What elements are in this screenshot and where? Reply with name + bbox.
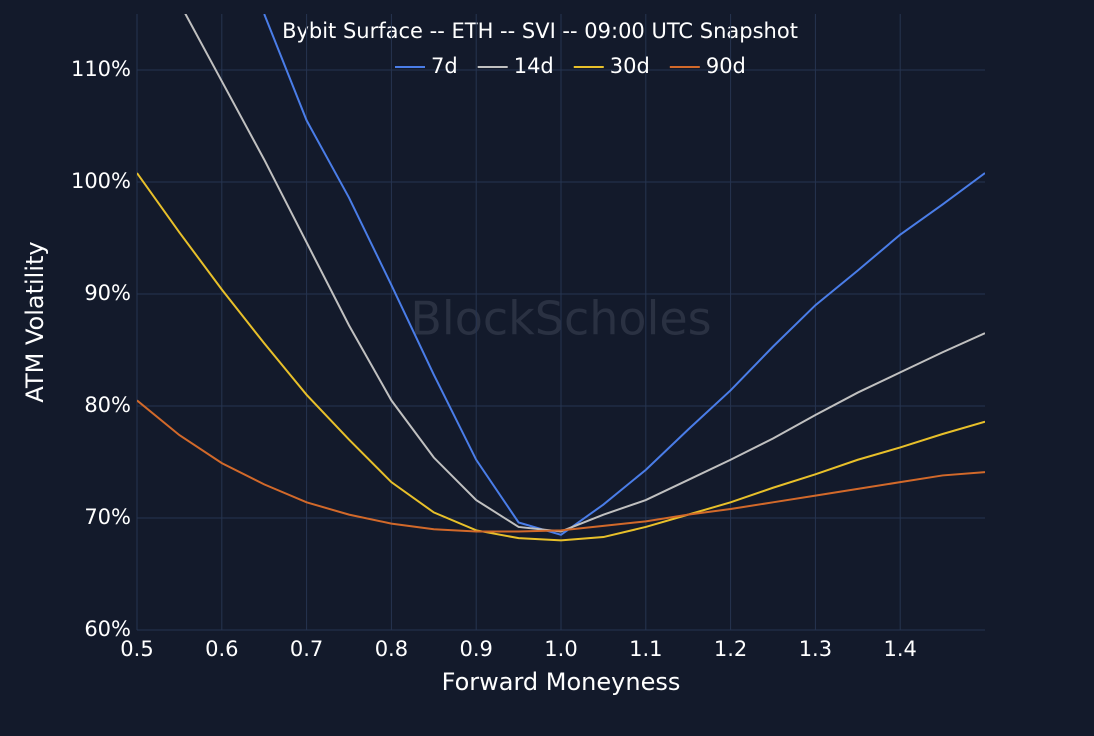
y-tick-label: 60% — [84, 617, 131, 641]
chart-title: Bybit Surface -- ETH -- SVI -- 09:00 UTC… — [282, 19, 798, 43]
series-line — [184, 14, 985, 533]
x-tick-label: 0.9 — [459, 637, 492, 661]
y-tick-label: 80% — [84, 393, 131, 417]
legend-label: 90d — [706, 54, 746, 78]
legend-label: 14d — [514, 54, 554, 78]
legend-label: 30d — [610, 54, 650, 78]
x-tick-label: 1.1 — [629, 637, 662, 661]
x-tick-label: 0.5 — [120, 637, 153, 661]
x-tick-label: 1.2 — [714, 637, 747, 661]
y-tick-label: 100% — [71, 169, 131, 193]
x-tick-label: 1.4 — [883, 637, 916, 661]
y-axis-title: ATM Volatility — [21, 241, 49, 402]
series-line — [263, 14, 985, 536]
x-tick-label: 1.3 — [799, 637, 832, 661]
x-tick-label: 0.7 — [290, 637, 323, 661]
legend-label: 7d — [431, 54, 458, 78]
x-tick-label: 0.8 — [375, 637, 408, 661]
y-tick-label: 90% — [84, 281, 131, 305]
series-line — [137, 172, 985, 542]
y-tick-label: 70% — [84, 505, 131, 529]
y-tick-label: 110% — [71, 57, 131, 81]
series-line — [137, 399, 985, 533]
x-tick-label: 0.6 — [205, 637, 238, 661]
x-axis-title: Forward Moneyness — [442, 668, 681, 696]
x-tick-label: 1.0 — [544, 637, 577, 661]
